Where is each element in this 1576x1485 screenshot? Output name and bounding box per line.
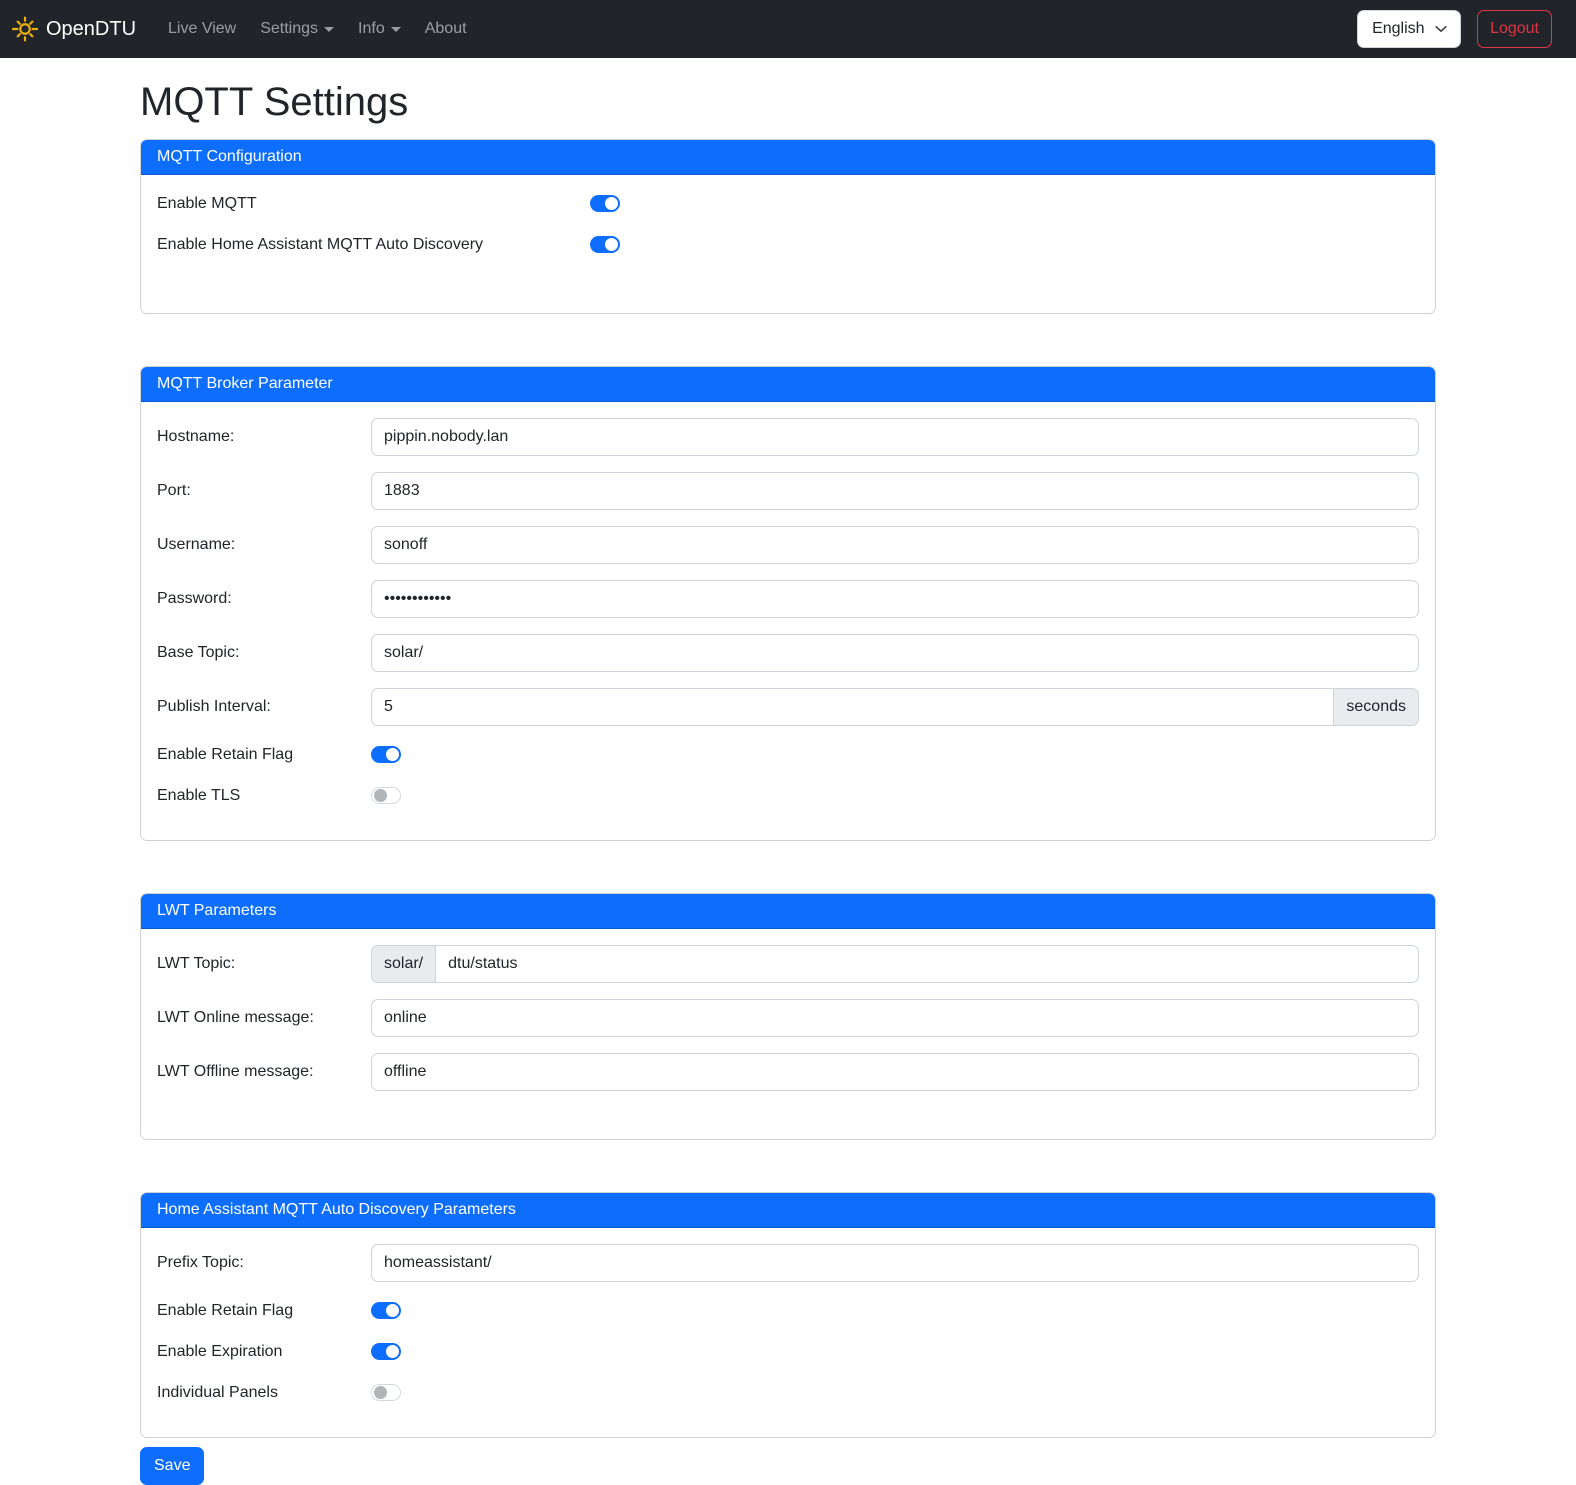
prefix-topic-label: Prefix Topic: (157, 1254, 244, 1271)
nav-item-settings[interactable]: Settings (252, 12, 342, 46)
logout-button[interactable]: Logout (1477, 10, 1552, 48)
password-input[interactable] (371, 580, 1419, 618)
individual-panels-label: Individual Panels (157, 1383, 278, 1401)
lwt-topic-label: LWT Topic: (157, 955, 236, 972)
language-selected-value: English (1372, 20, 1425, 37)
enable-expiration-toggle[interactable] (371, 1343, 401, 1360)
broker-retain-flag-toggle[interactable] (371, 746, 401, 763)
enable-expiration-label: Enable Expiration (157, 1342, 283, 1360)
username-input[interactable] (371, 526, 1419, 564)
username-label: Username: (157, 536, 236, 553)
lwt-topic-prefix-addon: solar/ (371, 945, 436, 983)
brand-link[interactable]: OpenDTU (12, 16, 136, 42)
lwt-offline-message-label: LWT Offline message: (157, 1063, 314, 1080)
mqtt-broker-parameter-header: MQTT Broker Parameter (141, 367, 1435, 402)
enable-tls-label: Enable TLS (157, 786, 241, 804)
enable-hass-discovery-toggle[interactable] (590, 236, 620, 253)
enable-hass-discovery-label: Enable Home Assistant MQTT Auto Discover… (157, 235, 484, 253)
individual-panels-toggle[interactable] (371, 1384, 401, 1401)
mqtt-broker-parameter-card: MQTT Broker Parameter Hostname: Port: Us… (140, 366, 1436, 841)
nav-item-info[interactable]: Info (350, 12, 409, 46)
chevron-down-icon (1435, 26, 1447, 32)
lwt-online-message-label: LWT Online message: (157, 1009, 314, 1026)
hass-retain-flag-toggle[interactable] (371, 1302, 401, 1319)
lwt-online-message-input[interactable] (371, 999, 1419, 1037)
hostname-label: Hostname: (157, 428, 235, 445)
lwt-parameters-card: LWT Parameters LWT Topic: solar/ LWT Onl… (140, 893, 1436, 1140)
seconds-addon: seconds (1334, 688, 1419, 726)
publish-interval-input[interactable] (371, 688, 1335, 726)
lwt-offline-message-input[interactable] (371, 1053, 1419, 1091)
hass-discovery-parameters-card: Home Assistant MQTT Auto Discovery Param… (140, 1192, 1436, 1438)
base-topic-label: Base Topic: (157, 644, 240, 661)
chevron-down-icon (390, 26, 401, 32)
mqtt-configuration-header: MQTT Configuration (141, 140, 1435, 175)
hass-retain-flag-label: Enable Retain Flag (157, 1301, 294, 1319)
page-title: MQTT Settings (140, 80, 409, 124)
nav-item-about[interactable]: About (424, 20, 467, 37)
password-label: Password: (157, 590, 232, 607)
base-topic-input[interactable] (371, 634, 1419, 672)
enable-mqtt-toggle[interactable] (590, 195, 620, 212)
port-label: Port: (157, 482, 191, 499)
navbar: OpenDTU Live View Settings Info About En… (0, 0, 1576, 58)
hass-discovery-parameters-header: Home Assistant MQTT Auto Discovery Param… (141, 1193, 1435, 1228)
hostname-input[interactable] (371, 418, 1419, 456)
mqtt-configuration-card: MQTT Configuration Enable MQTT Enable Ho… (140, 139, 1436, 314)
prefix-topic-input[interactable] (371, 1244, 1419, 1282)
enable-tls-toggle[interactable] (371, 787, 401, 804)
language-select[interactable]: English (1357, 10, 1462, 48)
lwt-parameters-header: LWT Parameters (141, 894, 1435, 929)
broker-retain-flag-label: Enable Retain Flag (157, 745, 294, 763)
nav-item-info-label: Info (358, 20, 385, 37)
port-input[interactable] (371, 472, 1419, 510)
main-content: MQTT Settings MQTT Configuration Enable … (140, 78, 1436, 1485)
publish-interval-label: Publish Interval: (157, 698, 271, 715)
brand-text: OpenDTU (46, 17, 137, 40)
enable-mqtt-label: Enable MQTT (157, 194, 257, 212)
lwt-topic-input[interactable] (435, 945, 1419, 983)
save-button[interactable]: Save (140, 1447, 205, 1485)
sun-icon (12, 16, 38, 42)
nav-item-settings-label: Settings (260, 20, 319, 37)
nav-item-live-view[interactable]: Live View (168, 20, 237, 37)
chevron-down-icon (324, 26, 335, 32)
